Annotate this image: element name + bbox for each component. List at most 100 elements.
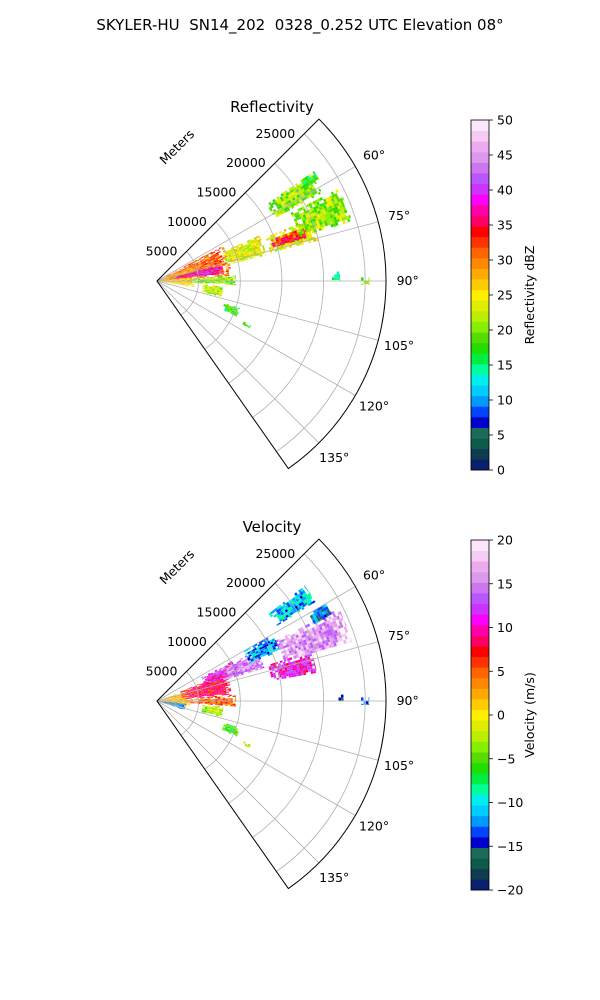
echo-cell (310, 671, 314, 674)
echo-cell (334, 277, 337, 281)
echo-cell (219, 708, 223, 710)
echo-cell (184, 268, 188, 270)
echo-cell (293, 237, 297, 241)
echo-cell (221, 694, 225, 696)
echo-cell (174, 704, 177, 706)
echo-cell (211, 695, 215, 697)
echo-cell (288, 606, 293, 610)
echo-cell (171, 702, 175, 704)
echo-cell (235, 697, 237, 700)
echo-cell (251, 649, 255, 652)
echo-cell (300, 673, 304, 676)
echo-cell (339, 644, 342, 646)
echo-cell (184, 279, 187, 280)
colorbar-swatch (471, 783, 489, 795)
echo-cell (264, 652, 268, 656)
echo-cell (189, 283, 192, 285)
echo-cell (219, 287, 223, 289)
echo-cell (219, 290, 223, 292)
echo-cell (169, 278, 172, 279)
echo-cell (332, 200, 336, 205)
echo-cell (192, 281, 196, 283)
echo-cell (289, 640, 294, 644)
echo-cell (204, 266, 208, 268)
echo-cell (233, 725, 237, 728)
echo-cell (210, 277, 213, 279)
echo-cell (317, 178, 320, 181)
echo-cell (335, 222, 339, 226)
echo-cell (205, 269, 209, 271)
echo-cell (209, 708, 213, 711)
echo-cell (311, 182, 314, 185)
echo-cell (232, 704, 236, 706)
echo-cell (285, 192, 290, 196)
echo-cell (205, 254, 209, 256)
echo-cell (220, 701, 223, 703)
echo-cell (204, 263, 207, 266)
echo-cell (297, 639, 301, 643)
echo-cell (246, 655, 250, 658)
echo-cell (313, 220, 317, 225)
echo-cell (283, 650, 287, 654)
echo-cell (170, 274, 174, 276)
echo-cell (336, 635, 340, 640)
echo-cell (327, 202, 332, 207)
colorbar-tick-label: −20 (497, 883, 523, 898)
echo-cell (232, 702, 236, 705)
echo-cell (282, 234, 286, 238)
echo-cell (327, 209, 332, 213)
echo-cell (333, 225, 337, 227)
echo-cell (308, 208, 312, 213)
echo-cell (323, 630, 328, 635)
echo-cell (316, 222, 321, 226)
echo-cell (219, 693, 222, 695)
echo-cell (184, 703, 186, 705)
echo-cell (282, 211, 286, 214)
echo-cell (215, 687, 219, 690)
echo-cell (299, 207, 303, 211)
echo-cell (216, 262, 220, 265)
echo-cell (205, 679, 208, 681)
echo-cell (309, 211, 313, 215)
echo-cell (283, 674, 287, 677)
echo-cell (337, 611, 341, 616)
echo-cell (231, 731, 234, 735)
echo-cell (221, 691, 224, 693)
echo-cell (221, 681, 225, 683)
echo-cell (166, 698, 170, 700)
echo-cell (329, 221, 333, 225)
echo-cell (186, 704, 190, 705)
echo-cell (322, 634, 327, 639)
echo-cell (310, 653, 314, 655)
echo-cell (189, 687, 193, 689)
azimuth-spoke (156, 280, 379, 341)
echo-cell (230, 254, 234, 257)
echo-cell (253, 251, 257, 254)
echo-cell (243, 252, 247, 255)
echo-cell (223, 271, 227, 273)
echo-cell (206, 681, 209, 684)
echo-cell (245, 258, 248, 261)
echo-cell (257, 649, 261, 653)
echo-cell (184, 689, 188, 691)
echo-cell (299, 226, 303, 230)
echo-cell (214, 289, 218, 291)
echo-cell (337, 205, 341, 210)
echo-cell (320, 629, 324, 633)
echo-cell (204, 274, 207, 276)
echo-cell (199, 266, 203, 269)
echo-cell (284, 190, 289, 194)
echo-cell (205, 284, 208, 286)
echo-cell (303, 216, 308, 220)
echo-cell (305, 229, 310, 233)
echo-cell (314, 209, 318, 213)
echo-cell (184, 276, 187, 277)
echo-cell (319, 647, 323, 651)
echo-cell (322, 649, 326, 651)
echo-cell (212, 703, 216, 705)
velocity-echoes (157, 585, 370, 748)
echo-cell (220, 686, 224, 689)
echo-cell (277, 611, 281, 615)
echo-cell (305, 646, 310, 650)
colorbar-swatch (471, 667, 489, 679)
